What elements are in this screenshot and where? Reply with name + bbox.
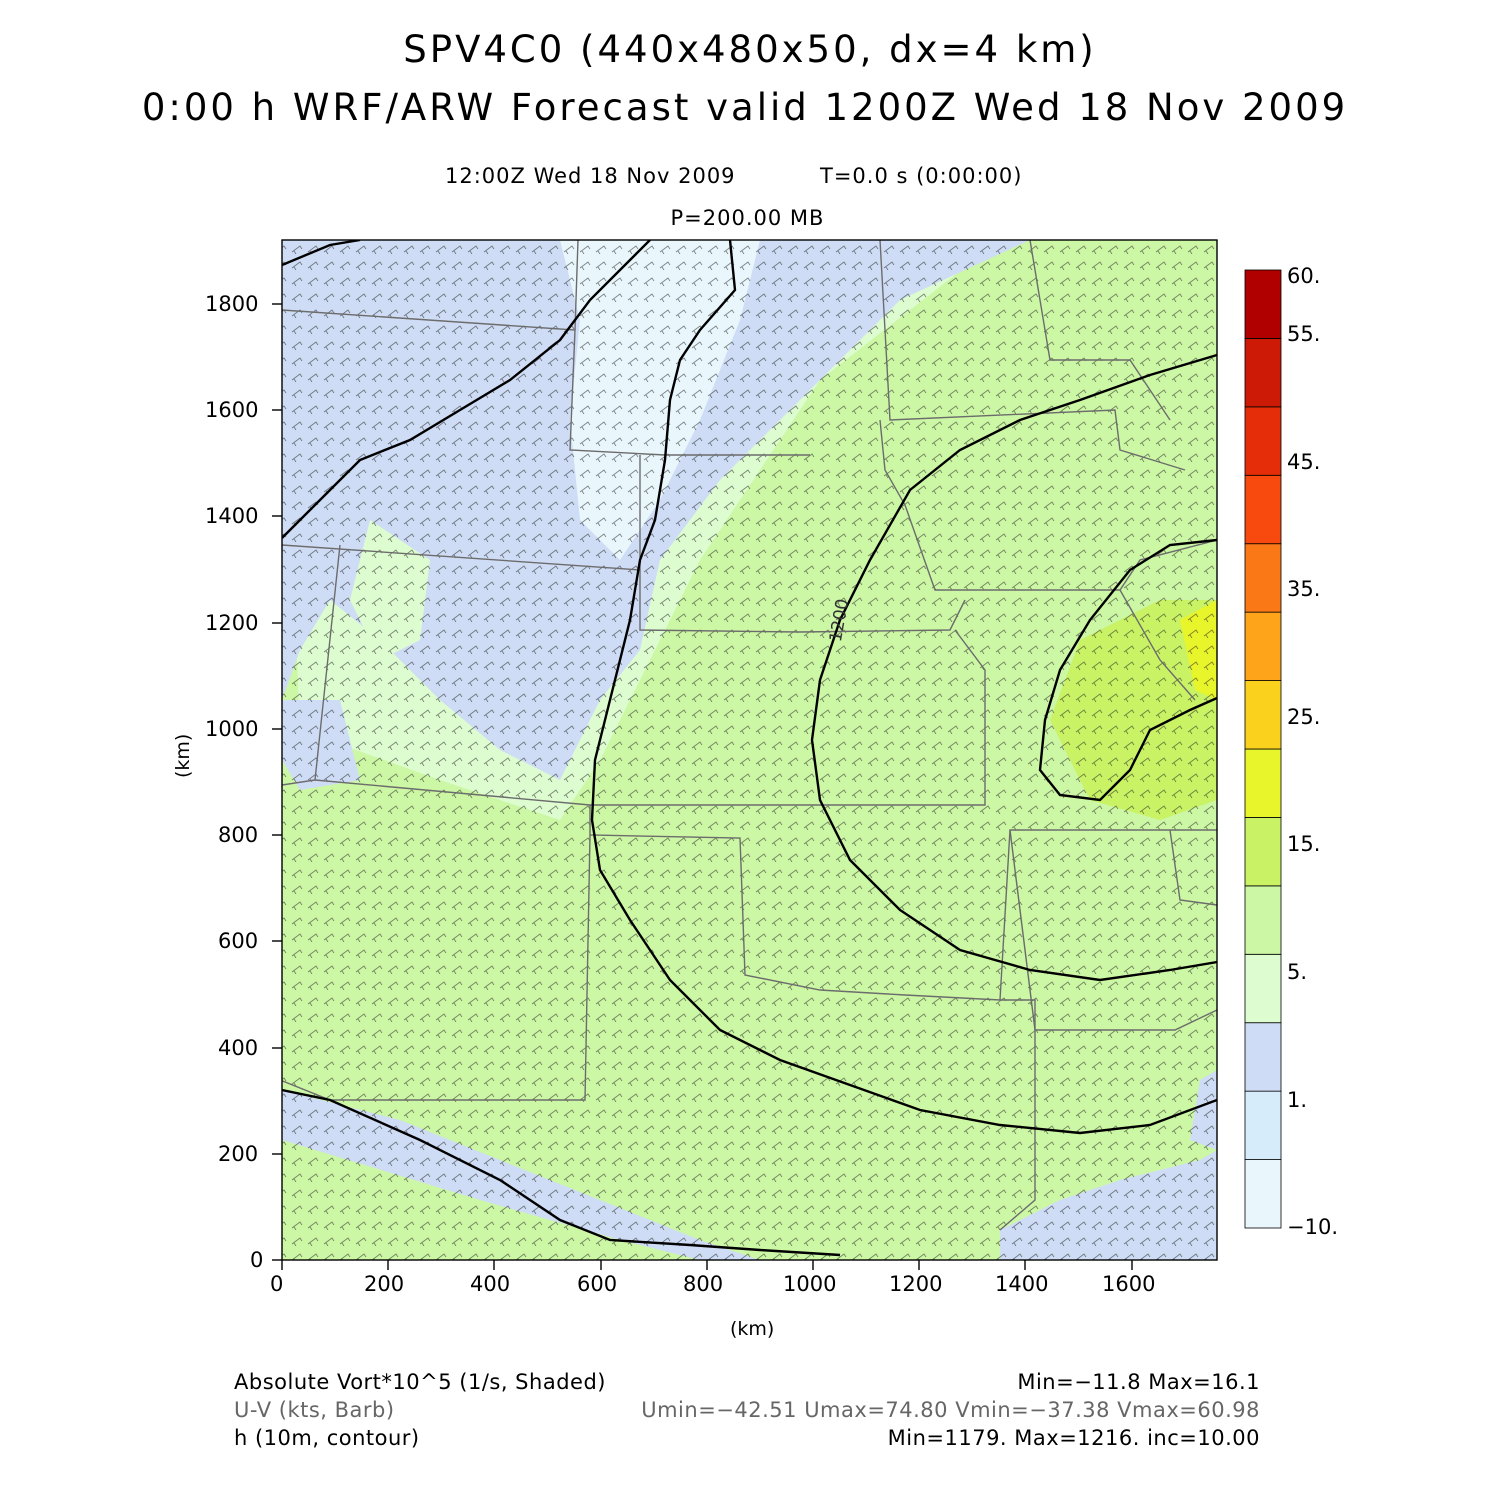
colorbar-label: 55. [1287, 322, 1321, 346]
y-tick-label: 400 [218, 1036, 259, 1060]
legend-stats-vorticity: Min=−11.8 Max=16.1 [1017, 1370, 1260, 1394]
colorbar-label: 35. [1287, 577, 1321, 601]
map-title-line1: SPV4C0 (440x480x50, dx=4 km) [403, 28, 1097, 71]
colorbar-swatch [1244, 1159, 1282, 1229]
colorbar-swatch [1244, 406, 1282, 476]
colorbar-swatch [1244, 748, 1282, 818]
map-title-line2: 0:00 h WRF/ARW Forecast valid 1200Z Wed … [141, 86, 1349, 129]
model-time-label: T=0.0 s (0:00:00) [820, 164, 1023, 188]
wind-barbs [282, 240, 1217, 1260]
y-tick-label: 600 [218, 929, 259, 953]
y-tick-label: 1000 [205, 717, 259, 741]
colorbar-label: 15. [1287, 832, 1321, 856]
colorbar-label: 60. [1287, 264, 1321, 288]
y-tick-label: 1800 [205, 292, 259, 316]
colorbar-label: 1. [1287, 1088, 1308, 1112]
x-tick-label: 0 [270, 1272, 284, 1296]
x-tick-label: 1400 [995, 1272, 1049, 1296]
plot-frame [281, 239, 1218, 1261]
colorbar-label: −10. [1287, 1215, 1338, 1239]
legend-stats-wind: Umin=−42.51 Umax=74.80 Vmin=−37.38 Vmax=… [641, 1398, 1260, 1422]
y-tick-label: 1200 [205, 611, 259, 635]
colorbar-swatch [1244, 953, 1282, 1024]
colorbar-swatch [1244, 1090, 1282, 1160]
colorbar-label: 25. [1287, 705, 1321, 729]
colorbar [1244, 269, 1282, 1229]
y-tick-label: 200 [218, 1142, 259, 1166]
x-tick-label: 200 [364, 1272, 405, 1296]
map-plot-area [282, 240, 1217, 1260]
y-axis-label: (km) [172, 733, 194, 778]
colorbar-label: 5. [1287, 960, 1308, 984]
x-tick-label: 1000 [783, 1272, 837, 1296]
colorbar-swatch [1244, 474, 1282, 545]
y-tick-label: 0 [250, 1248, 264, 1272]
colorbar-swatch [1244, 269, 1282, 339]
x-tick-label: 800 [683, 1272, 724, 1296]
colorbar-swatch [1244, 885, 1282, 955]
x-axis-label: (km) [730, 1318, 775, 1340]
political-boundaries [282, 240, 1217, 1231]
colorbar-swatch [1244, 817, 1282, 887]
colorbar-swatch [1244, 338, 1282, 408]
colorbar-swatch [1244, 680, 1282, 750]
x-tick-label: 1600 [1102, 1272, 1156, 1296]
y-tick-label: 1600 [205, 398, 259, 422]
axis-tick-marks [272, 303, 1133, 1270]
colorbar-swatch [1244, 611, 1282, 681]
pressure-level-label: P=200.00 MB [670, 206, 825, 230]
legend-field-wind: U-V (kts, Barb) [234, 1398, 395, 1422]
x-tick-label: 400 [470, 1272, 511, 1296]
x-tick-label: 600 [577, 1272, 618, 1296]
legend-stats-height: Min=1179. Max=1216. inc=10.00 [887, 1426, 1260, 1450]
valid-time-label: 12:00Z Wed 18 Nov 2009 [445, 164, 736, 188]
colorbar-swatch [1244, 543, 1282, 613]
colorbar-swatch [1244, 1022, 1282, 1092]
x-tick-label: 1200 [889, 1272, 943, 1296]
legend-field-vorticity: Absolute Vort*10^5 (1/s, Shaded) [234, 1370, 606, 1394]
height-contours [282, 240, 1217, 1257]
y-tick-label: 800 [218, 823, 259, 847]
legend-field-height: h (10m, contour) [234, 1426, 420, 1450]
colorbar-label: 45. [1287, 450, 1321, 474]
y-tick-label: 1400 [205, 504, 259, 528]
